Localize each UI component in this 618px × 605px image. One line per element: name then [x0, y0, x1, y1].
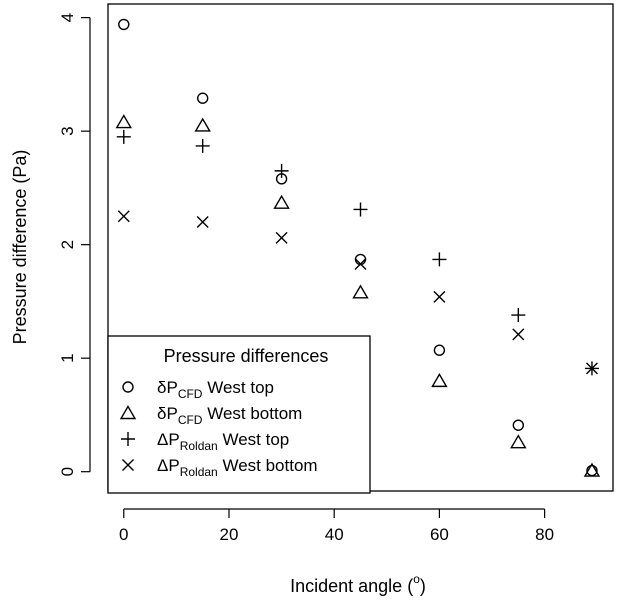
legend-entry-label: ΔPRoldan West bottom: [157, 456, 318, 479]
y-tick-label: 0: [58, 467, 77, 476]
circle-point: [512, 419, 525, 431]
circle-point: [354, 253, 367, 266]
triangle-point: [115, 114, 132, 129]
x-tick-label: 20: [220, 525, 239, 544]
circle-point: [196, 92, 209, 104]
cross-point: [275, 231, 288, 244]
y-tick-label: 3: [58, 126, 77, 135]
circle-point: [118, 18, 130, 31]
y-axis-label: Pressure difference (Pa): [10, 150, 30, 345]
plus-point: [353, 202, 368, 217]
legend-cross-marker: [122, 459, 134, 471]
plus-point: [511, 308, 526, 323]
legend: Pressure differences δPCFD West top δPCFD …: [107, 335, 371, 494]
legend-box: [107, 335, 371, 494]
legend-entry-label: δPCFD West top: [157, 378, 274, 401]
plus-point: [195, 138, 210, 153]
cross-point: [433, 290, 446, 303]
y-tick-label: 4: [58, 13, 77, 22]
cross-point: [585, 362, 598, 375]
triangle-point: [273, 194, 290, 209]
x-tick-label: 60: [430, 525, 449, 544]
cross-point: [512, 328, 525, 341]
data-points: [115, 18, 601, 477]
triangle-point: [194, 117, 211, 132]
cross-point: [196, 215, 209, 228]
triangle-point: [352, 284, 369, 299]
plus-point: [274, 163, 289, 178]
legend-plus-marker: [121, 432, 135, 446]
legend-triangle-marker: [119, 405, 137, 420]
triangle-point: [583, 462, 601, 477]
x-tick-label: 0: [119, 525, 128, 544]
cross-point: [117, 210, 130, 223]
circle-point: [433, 344, 446, 356]
plus-point: [116, 129, 131, 144]
legend-circle-marker: [122, 381, 134, 393]
y-tick-label: 2: [58, 240, 77, 249]
x-tick-label: 80: [535, 525, 554, 544]
triangle-point: [431, 372, 448, 388]
x-axis-label: Incident angle (o): [290, 572, 426, 596]
cross-point: [354, 257, 367, 270]
legend-entry-label: δPCFD West bottom: [157, 404, 302, 427]
triangle-point: [510, 434, 527, 449]
legend-title: Pressure differences: [164, 346, 329, 366]
y-tick-label: 1: [58, 353, 77, 362]
x-tick-label: 40: [325, 525, 344, 544]
legend-entry-label: ΔPRoldan West top: [157, 430, 289, 453]
plus-point: [432, 252, 447, 267]
